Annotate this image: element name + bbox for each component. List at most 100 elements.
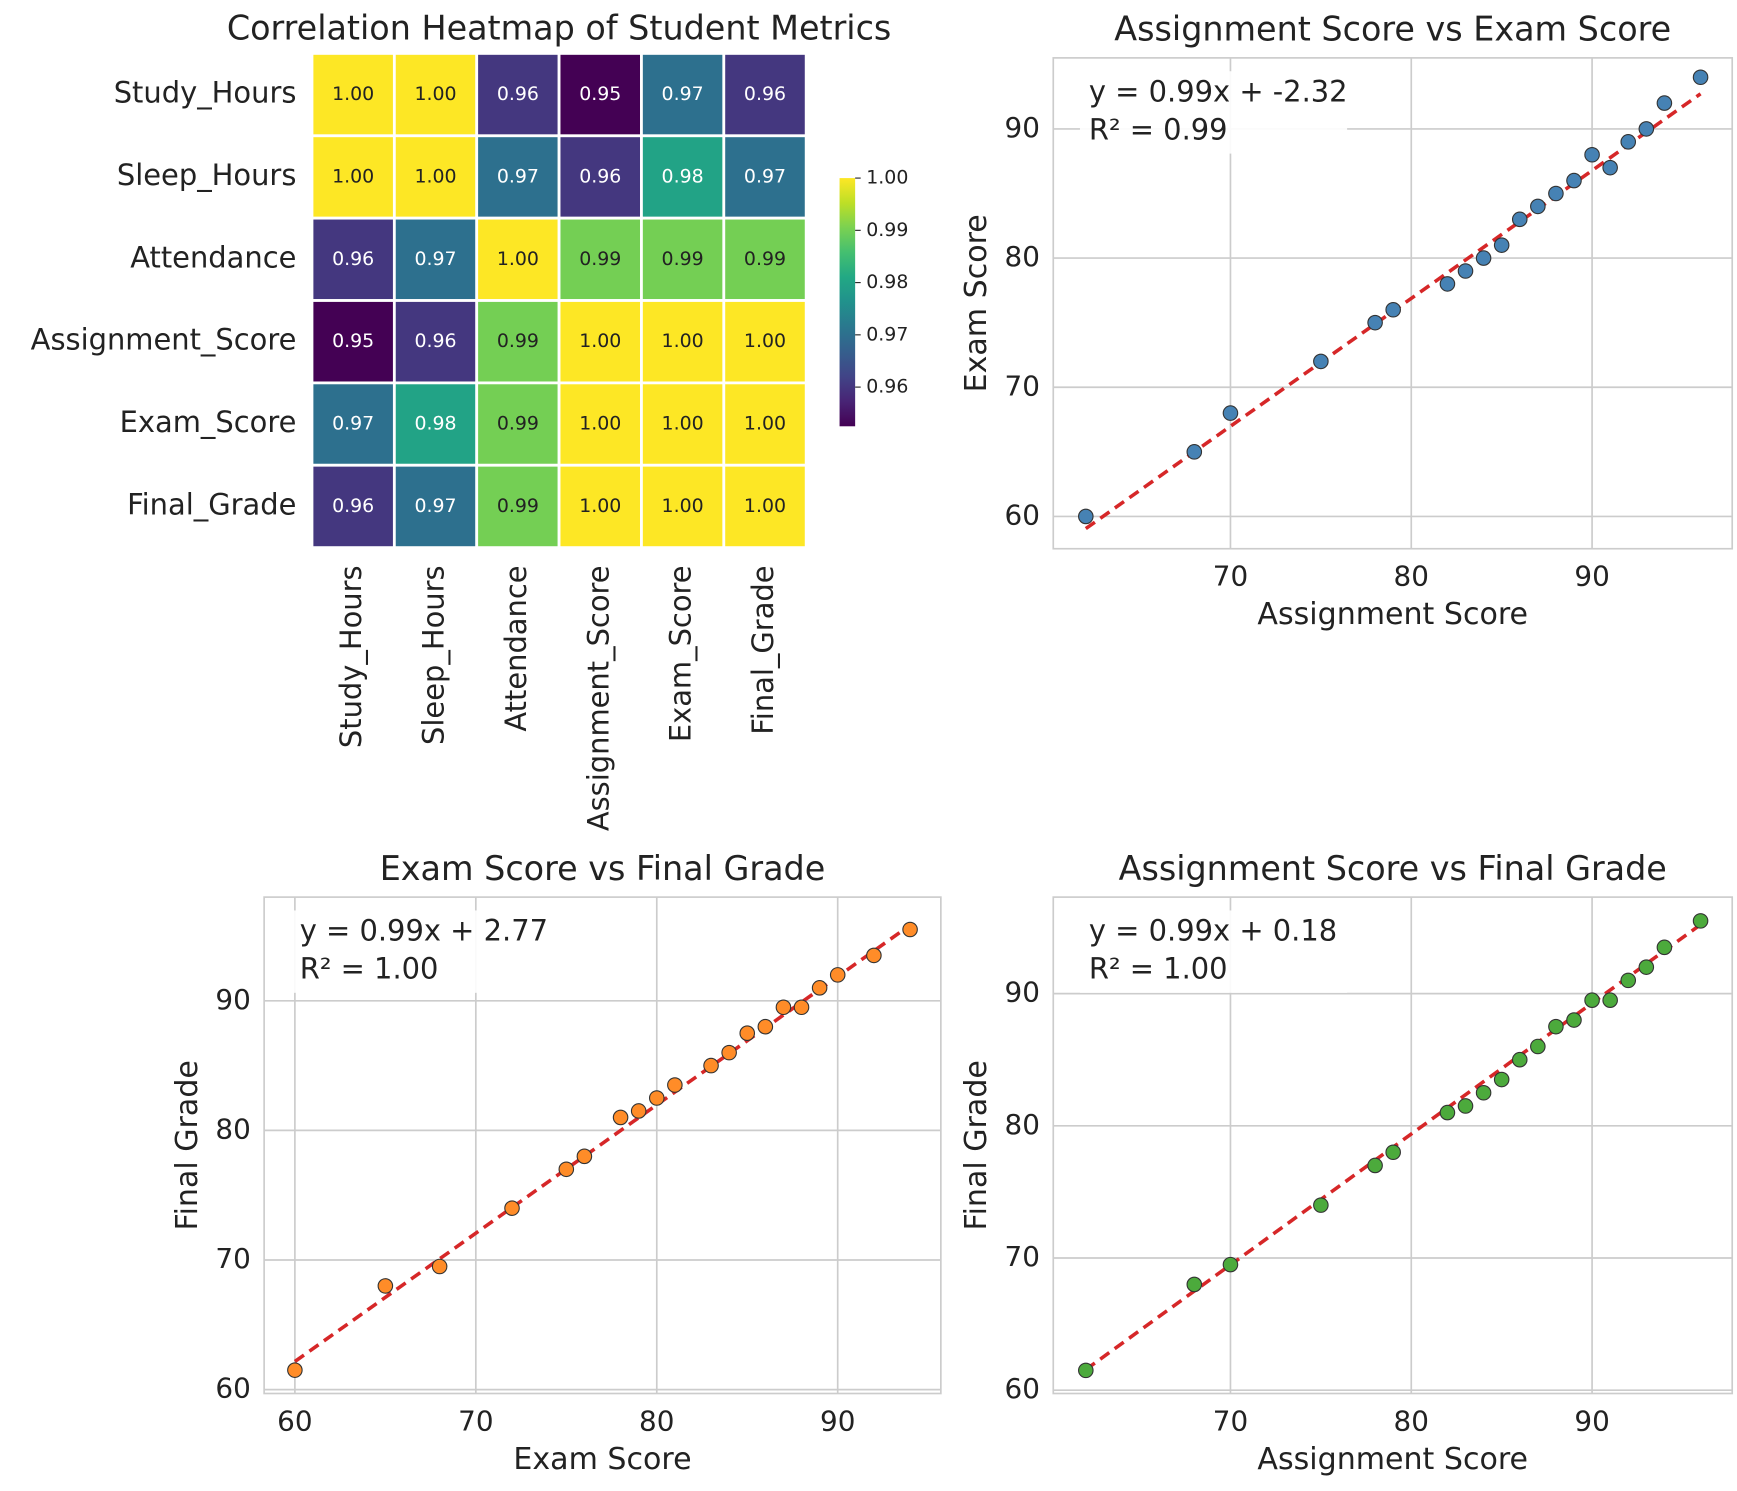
x-tick-label: 70 — [458, 1404, 493, 1437]
row-label: Sleep_Hours — [117, 158, 297, 192]
scatter-point — [1566, 172, 1582, 189]
scatter-point — [703, 1057, 719, 1074]
cell-label: 1.00 — [332, 165, 374, 187]
cell-label: 0.97 — [332, 413, 374, 435]
scatter-point — [1493, 237, 1510, 253]
scatter-point — [866, 947, 882, 964]
annotation: y = 0.99x + 2.77 — [300, 914, 548, 948]
scatter-point — [1511, 211, 1528, 228]
scatter-point — [902, 921, 918, 938]
x-axis-label: Assignment Score — [1257, 1442, 1528, 1477]
cell-label: 0.96 — [332, 495, 374, 517]
scatter-point — [757, 1018, 774, 1035]
column-label: Exam_Score — [664, 565, 698, 742]
heatmap-cell — [392, 216, 479, 302]
colorbar — [839, 178, 856, 427]
scatter-point — [1584, 992, 1600, 1009]
scatter-point — [1566, 1012, 1582, 1028]
heatmap-cell — [475, 299, 561, 385]
column-label: Final_Grade — [746, 565, 780, 734]
scatter-point — [1222, 405, 1239, 421]
scatter-point — [1530, 198, 1546, 215]
cell-label: 1.00 — [579, 413, 621, 435]
x-tick-label: 80 — [1394, 560, 1429, 593]
x-tick-label: 70 — [1213, 1404, 1248, 1437]
colorbar-tick-label: 0.99 — [866, 219, 908, 241]
row-label: Exam_Score — [120, 405, 297, 439]
heatmap-cell — [640, 381, 726, 467]
annotation: R² = 1.00 — [300, 952, 439, 986]
scatter-point — [793, 999, 810, 1016]
scatter-point — [1548, 1018, 1564, 1035]
heatmap-cell — [722, 134, 808, 220]
heatmap-cell — [722, 299, 808, 385]
heatmap-cell — [640, 299, 726, 385]
scatter-point — [287, 1362, 303, 1378]
cell-label: 1.00 — [332, 83, 374, 105]
row-label: Assignment_Score — [31, 323, 297, 357]
scatter-point — [630, 1103, 647, 1119]
cell-label: 1.00 — [744, 413, 786, 435]
scatter-point — [1620, 972, 1637, 989]
chart-title: Assignment Score vs Exam Score — [1114, 10, 1671, 49]
heatmap-cell — [310, 299, 396, 385]
annotation-box — [1079, 910, 1348, 993]
annotation-box — [1079, 71, 1348, 154]
cell-label: 0.95 — [579, 83, 621, 105]
scatter-point — [1385, 301, 1401, 318]
y-tick-label: 90 — [215, 983, 250, 1016]
chart-title: Exam Score vs Final Grade — [380, 849, 826, 888]
cell-label: 0.98 — [662, 165, 704, 187]
scatter-point — [1584, 146, 1600, 163]
scatter-point — [1222, 1256, 1239, 1273]
x-tick-label: 80 — [639, 1404, 674, 1437]
scatter-point — [1457, 1098, 1474, 1114]
row-label: Attendance — [130, 240, 296, 274]
scatter-point — [811, 980, 828, 996]
cell-label: 1.00 — [662, 495, 704, 517]
scatter-point — [1602, 992, 1618, 1009]
y-axis-label: Final Grade — [170, 1060, 205, 1230]
scatter-point — [1638, 121, 1655, 137]
scatter-point — [1511, 1051, 1528, 1068]
heatmap-cell — [392, 299, 479, 385]
scatter-point — [1638, 959, 1655, 975]
scatter-point — [1475, 1084, 1492, 1101]
annotation: y = 0.99x + -2.32 — [1089, 74, 1348, 108]
y-tick-label: 70 — [1005, 1240, 1040, 1273]
column-label: Study_Hours — [334, 565, 368, 748]
scatter-point — [612, 1109, 629, 1126]
x-tick-label: 90 — [1574, 1404, 1609, 1437]
scatter-point — [721, 1044, 737, 1061]
y-tick-label: 80 — [215, 1112, 250, 1145]
cell-label: 0.95 — [332, 330, 374, 352]
column-label: Sleep_Hours — [417, 565, 451, 745]
scatter-point — [1656, 939, 1673, 956]
cell-label: 0.96 — [497, 83, 539, 105]
cell-label: 1.00 — [662, 413, 704, 435]
heatmap-cell — [310, 52, 396, 138]
cell-label: 0.99 — [662, 248, 704, 270]
scatter-point — [1548, 185, 1564, 202]
cell-label: 1.00 — [497, 248, 539, 270]
x-tick-label: 80 — [1394, 1404, 1429, 1437]
scatter-point — [1602, 159, 1618, 176]
x-tick-label: 90 — [1574, 560, 1609, 593]
heatmap-cell — [557, 463, 643, 549]
scatter-point — [1439, 276, 1456, 292]
scatter-point — [1457, 263, 1474, 279]
y-tick-label: 60 — [1005, 1372, 1040, 1405]
heatmap-cell — [640, 463, 726, 549]
scatter-point — [775, 999, 792, 1016]
scatter-point — [1367, 314, 1383, 331]
y-tick-label: 80 — [1005, 1108, 1040, 1141]
colorbar-tick-label: 0.97 — [866, 323, 908, 345]
scatter-point — [1620, 134, 1637, 150]
heatmap-cell — [722, 381, 808, 467]
annotation-box — [290, 910, 558, 993]
scatter-point — [1493, 1071, 1510, 1088]
scatter-point — [1385, 1144, 1401, 1161]
scatter-point — [1656, 95, 1673, 111]
scatter-point — [1313, 1197, 1329, 1213]
